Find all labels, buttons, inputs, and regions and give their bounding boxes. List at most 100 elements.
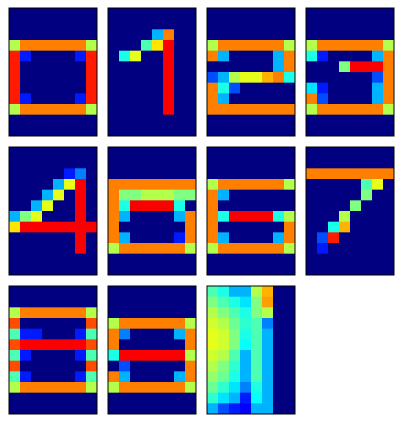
heatmap-cell (240, 382, 252, 394)
heatmap-cell (152, 339, 164, 351)
heatmap-cell (42, 264, 54, 276)
heatmap-cell (361, 93, 373, 105)
heatmap-cell (185, 221, 197, 233)
heatmap-cell (218, 232, 230, 244)
heatmap-cell (86, 50, 98, 62)
heatmap-cell (284, 50, 296, 62)
heatmap-cell (185, 93, 197, 105)
heatmap-cell (20, 307, 32, 319)
heatmap-cell (86, 61, 98, 73)
heatmap-cell (317, 18, 329, 30)
heatmap-cell (64, 211, 76, 223)
heatmap-cell (383, 232, 395, 244)
heatmap-cell (251, 264, 263, 276)
heatmap-cell (229, 286, 241, 298)
heatmap-cell (361, 221, 373, 233)
heatmap-cell (141, 168, 153, 180)
heatmap-cell (317, 50, 329, 62)
heatmap-cell (328, 125, 340, 137)
heatmap-cell (229, 350, 241, 362)
heatmap-cell (42, 8, 54, 20)
heatmap-cell (53, 318, 65, 330)
heatmap-cell (86, 382, 98, 394)
heatmap-cell (130, 286, 142, 298)
heatmap-cell (75, 179, 87, 191)
heatmap-cell (64, 40, 76, 52)
heatmap-cell (185, 286, 197, 298)
heatmap-cell (20, 29, 32, 41)
heatmap-cell (75, 104, 87, 116)
heatmap-cell (130, 264, 142, 276)
heatmap-cell (86, 104, 98, 116)
heatmap-cell (75, 82, 87, 94)
heatmap-cell (218, 189, 230, 201)
heatmap-cell (42, 114, 54, 126)
heatmap-cell (251, 189, 263, 201)
heatmap-cell (207, 82, 219, 94)
heatmap-cell (31, 61, 43, 73)
heatmap-cell (218, 307, 230, 319)
heatmap-cell (31, 243, 43, 255)
heatmap-cell (42, 392, 54, 404)
heatmap-cell (42, 18, 54, 30)
heatmap-cell (86, 211, 98, 223)
heatmap-cell (174, 350, 186, 362)
heatmap-panel (107, 285, 197, 415)
heatmap-cell (262, 179, 274, 191)
heatmap-cell (119, 8, 131, 20)
heatmap-cell (251, 221, 263, 233)
heatmap-cell (383, 40, 395, 52)
heatmap-cell (273, 339, 285, 351)
heatmap-cell (262, 232, 274, 244)
heatmap-cell (174, 200, 186, 212)
heatmap-cell (119, 403, 131, 415)
heatmap-cell (361, 211, 373, 223)
heatmap-cell (9, 114, 21, 126)
panel-frame (8, 7, 98, 137)
heatmap-cell (53, 360, 65, 372)
heatmap-cell (163, 61, 175, 73)
heatmap-cell (141, 114, 153, 126)
heatmap-cell (240, 179, 252, 191)
heatmap-cell (251, 392, 263, 404)
heatmap-cell (240, 253, 252, 265)
heatmap-cell (9, 243, 21, 255)
heatmap-cell (42, 360, 54, 372)
heatmap-cell (383, 72, 395, 84)
heatmap-cell (9, 360, 21, 372)
heatmap-cell (372, 50, 384, 62)
heatmap-cell (64, 392, 76, 404)
heatmap-cell (229, 18, 241, 30)
heatmap-cell (75, 328, 87, 340)
heatmap-cell (108, 221, 120, 233)
heatmap-cell (174, 253, 186, 265)
heatmap-cell (207, 221, 219, 233)
heatmap-cell (174, 403, 186, 415)
heatmap-cell (273, 264, 285, 276)
heatmap-cell (75, 50, 87, 62)
heatmap-cell (251, 40, 263, 52)
heatmap-cell (240, 403, 252, 415)
heatmap-cell (185, 243, 197, 255)
heatmap-cell (262, 40, 274, 52)
heatmap-cell (108, 307, 120, 319)
heatmap-cell (86, 253, 98, 265)
heatmap-cell (42, 403, 54, 415)
heatmap-cell (185, 50, 197, 62)
heatmap-cell (251, 339, 263, 351)
heatmap-cell (350, 114, 362, 126)
heatmap-cell (42, 104, 54, 116)
heatmap-cell (350, 211, 362, 223)
heatmap-panel (305, 146, 395, 276)
heatmap-cell (284, 82, 296, 94)
heatmap-cell (339, 157, 351, 169)
heatmap-cell (108, 296, 120, 308)
heatmap-cell (141, 50, 153, 62)
heatmap-cell (42, 318, 54, 330)
heatmap-cell (284, 211, 296, 223)
heatmap-cell (284, 189, 296, 201)
heatmap-cell (229, 221, 241, 233)
heatmap-cell (185, 82, 197, 94)
heatmap-cell (86, 371, 98, 383)
heatmap-cell (306, 104, 318, 116)
